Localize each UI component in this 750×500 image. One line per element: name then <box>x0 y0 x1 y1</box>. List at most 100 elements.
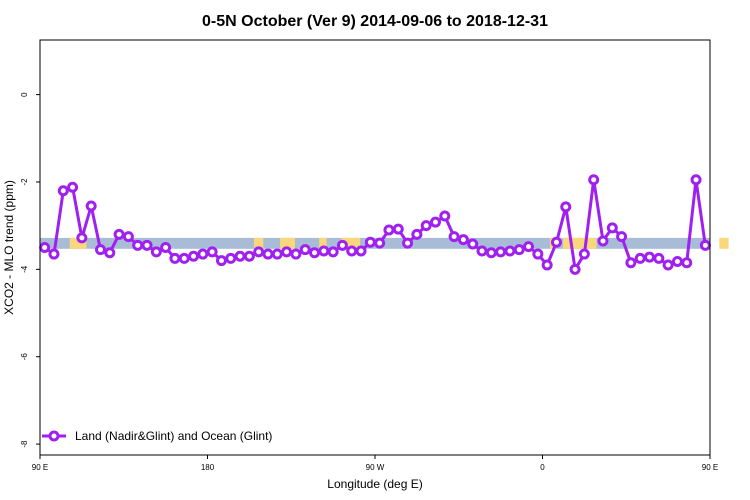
data-point <box>523 241 535 253</box>
data-point <box>206 246 218 258</box>
data-point <box>699 239 711 251</box>
land-segment <box>280 237 295 249</box>
x-tick-label: 0 <box>540 463 545 472</box>
y-tick-label: 0 <box>20 92 29 97</box>
data-point <box>429 216 441 228</box>
land-segment <box>341 237 361 249</box>
data-point <box>634 252 646 264</box>
data-point <box>653 252 665 264</box>
data-point <box>197 248 209 260</box>
data-point <box>188 250 200 262</box>
data-point <box>560 201 572 213</box>
data-point <box>57 185 69 197</box>
data-point <box>225 252 237 264</box>
data-point <box>48 248 60 260</box>
data-point <box>625 257 637 269</box>
y-tick-label: -2 <box>20 178 29 186</box>
data-point <box>67 181 79 193</box>
data-point <box>420 220 432 232</box>
data-point <box>690 174 702 186</box>
data-point <box>122 231 134 243</box>
y-tick-label: -8 <box>20 440 29 448</box>
data-point <box>113 228 125 240</box>
data-point <box>336 239 348 251</box>
land-segment <box>69 237 87 249</box>
data-point <box>85 200 97 212</box>
data-point <box>309 247 321 259</box>
data-point <box>467 238 479 250</box>
data-point <box>355 245 367 257</box>
x-tick-label: 180 <box>201 463 215 472</box>
data-point <box>485 247 497 259</box>
land-segment <box>568 237 597 249</box>
land-segment <box>319 237 327 249</box>
data-point <box>448 231 460 243</box>
data-point <box>94 244 106 256</box>
data-point <box>215 255 227 267</box>
data-point <box>271 248 283 260</box>
data-point <box>569 263 581 275</box>
land-segment <box>254 237 264 249</box>
data-point <box>253 246 265 258</box>
land-segment <box>719 237 729 249</box>
series-line <box>43 178 707 271</box>
y-axis-label: XCO2 - MLO trend (ppm) <box>2 180 16 315</box>
y-tick-label: -6 <box>20 353 29 361</box>
data-point <box>550 236 562 248</box>
data-point <box>513 244 525 256</box>
data-point <box>234 250 246 262</box>
data-point <box>243 250 255 262</box>
data-point <box>383 224 395 236</box>
data-point <box>597 235 609 247</box>
data-point <box>392 223 404 235</box>
data-point <box>476 245 488 257</box>
x-axis-label: Longitude (deg E) <box>327 477 422 491</box>
data-point <box>457 234 469 246</box>
legend-entry-label: Land (Nadir&Glint) and Ocean (Glint) <box>75 429 272 443</box>
data-point <box>606 222 618 234</box>
data-point <box>671 255 683 267</box>
data-point <box>504 245 516 257</box>
data-point <box>169 252 181 264</box>
data-point <box>439 210 451 222</box>
x-tick-label: 90 E <box>702 463 718 472</box>
data-point <box>281 246 293 258</box>
x-tick-label: 90 E <box>32 463 48 472</box>
data-point <box>495 246 507 258</box>
data-point <box>346 245 358 257</box>
series-layer <box>39 174 711 275</box>
data-point <box>532 248 544 260</box>
data-point <box>104 247 116 259</box>
y-axis: 0 -2 -4 -6 -8 <box>20 92 40 448</box>
data-point <box>578 248 590 260</box>
data-point <box>178 252 190 264</box>
data-point <box>662 259 674 271</box>
data-point <box>76 232 88 244</box>
land-segment <box>562 237 569 249</box>
data-point <box>402 237 414 249</box>
data-point <box>160 242 172 253</box>
data-point <box>374 237 386 249</box>
legend: Land (Nadir&Glint) and Ocean (Glint) <box>42 429 272 443</box>
data-point <box>364 236 376 248</box>
data-point <box>616 231 628 243</box>
data-point <box>318 245 330 257</box>
data-point <box>644 251 656 263</box>
data-point <box>681 257 693 269</box>
data-point <box>541 259 553 271</box>
data-point <box>262 248 274 260</box>
data-point <box>411 228 423 240</box>
data-point <box>150 246 162 258</box>
data-point <box>141 239 153 251</box>
x-tick-label: 90 W <box>366 463 385 472</box>
legend-marker-swatch <box>48 430 60 442</box>
data-point <box>39 242 51 253</box>
y-tick-label: -4 <box>20 265 29 273</box>
data-point <box>588 174 600 186</box>
data-point <box>290 248 302 260</box>
data-point <box>299 244 311 256</box>
chart-title: 0-5N October (Ver 9) 2014-09-06 to 2018-… <box>202 13 548 30</box>
x-axis: 90 E 180 90 W 0 90 E <box>32 455 718 472</box>
data-point <box>327 246 339 258</box>
